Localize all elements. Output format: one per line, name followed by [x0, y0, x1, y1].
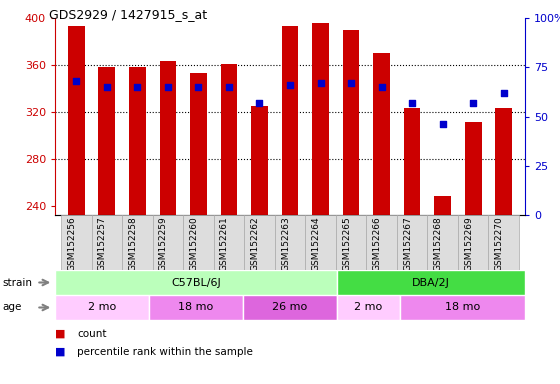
Text: 2 mo: 2 mo — [88, 303, 116, 313]
Bar — [404, 108, 421, 215]
Bar — [61, 215, 92, 270]
Text: 18 mo: 18 mo — [445, 303, 480, 313]
Text: C57BL/6J: C57BL/6J — [171, 278, 221, 288]
Point — [438, 121, 447, 127]
Text: GSM152258: GSM152258 — [128, 217, 137, 271]
Bar — [244, 215, 275, 270]
Text: GSM152270: GSM152270 — [494, 217, 503, 271]
Point — [377, 84, 386, 90]
Bar — [495, 108, 512, 215]
Text: GSM152268: GSM152268 — [433, 217, 442, 271]
Bar — [275, 215, 305, 270]
Point — [316, 80, 325, 86]
Bar — [129, 67, 146, 215]
Bar — [488, 215, 519, 270]
Text: GSM152266: GSM152266 — [372, 217, 381, 271]
Point — [72, 78, 81, 84]
Bar — [465, 122, 482, 215]
Bar — [251, 106, 268, 215]
Bar — [337, 295, 400, 320]
Point — [194, 84, 203, 90]
Point — [347, 80, 356, 86]
Bar — [68, 26, 85, 215]
Text: 18 mo: 18 mo — [179, 303, 213, 313]
Text: GSM152264: GSM152264 — [311, 217, 320, 271]
Text: GSM152263: GSM152263 — [281, 217, 290, 271]
Text: GSM152265: GSM152265 — [342, 217, 351, 271]
Bar — [458, 215, 488, 270]
Bar — [55, 270, 337, 295]
Text: GDS2929 / 1427915_s_at: GDS2929 / 1427915_s_at — [49, 8, 208, 21]
Bar — [336, 215, 366, 270]
Text: ■: ■ — [55, 347, 66, 357]
Text: GSM152260: GSM152260 — [189, 217, 198, 271]
Text: DBA/2J: DBA/2J — [412, 278, 450, 288]
Bar — [99, 67, 115, 215]
Bar — [149, 295, 243, 320]
Bar — [434, 196, 451, 215]
Bar — [92, 215, 122, 270]
Bar — [282, 26, 298, 215]
Point — [286, 82, 295, 88]
Bar — [221, 64, 237, 215]
Point — [469, 99, 478, 106]
Bar — [243, 295, 337, 320]
Point — [164, 84, 172, 90]
Text: GSM152267: GSM152267 — [403, 217, 412, 271]
Bar — [305, 215, 336, 270]
Bar — [183, 215, 214, 270]
Text: 26 mo: 26 mo — [272, 303, 307, 313]
Bar — [400, 295, 525, 320]
Bar — [312, 23, 329, 215]
Text: GSM152262: GSM152262 — [250, 217, 259, 271]
Point — [255, 99, 264, 106]
Bar — [373, 53, 390, 215]
Text: percentile rank within the sample: percentile rank within the sample — [77, 347, 253, 357]
Bar — [337, 270, 525, 295]
Text: strain: strain — [3, 278, 33, 288]
Bar — [343, 30, 360, 215]
Bar — [153, 215, 183, 270]
Bar — [427, 215, 458, 270]
Bar — [190, 73, 207, 215]
Bar — [122, 215, 153, 270]
Bar — [214, 215, 244, 270]
Text: count: count — [77, 329, 107, 339]
Text: age: age — [3, 303, 22, 313]
Bar — [160, 61, 176, 215]
Point — [408, 99, 417, 106]
Text: GSM152257: GSM152257 — [98, 217, 107, 271]
Text: GSM152269: GSM152269 — [464, 217, 473, 271]
Text: GSM152261: GSM152261 — [220, 217, 229, 271]
Bar — [55, 295, 149, 320]
Point — [133, 84, 142, 90]
Point — [102, 84, 111, 90]
Text: ■: ■ — [55, 329, 66, 339]
Text: GSM152259: GSM152259 — [159, 217, 168, 271]
Text: GSM152256: GSM152256 — [67, 217, 76, 271]
Text: 2 mo: 2 mo — [354, 303, 382, 313]
Bar — [397, 215, 427, 270]
Bar — [366, 215, 397, 270]
Point — [499, 90, 508, 96]
Point — [225, 84, 234, 90]
